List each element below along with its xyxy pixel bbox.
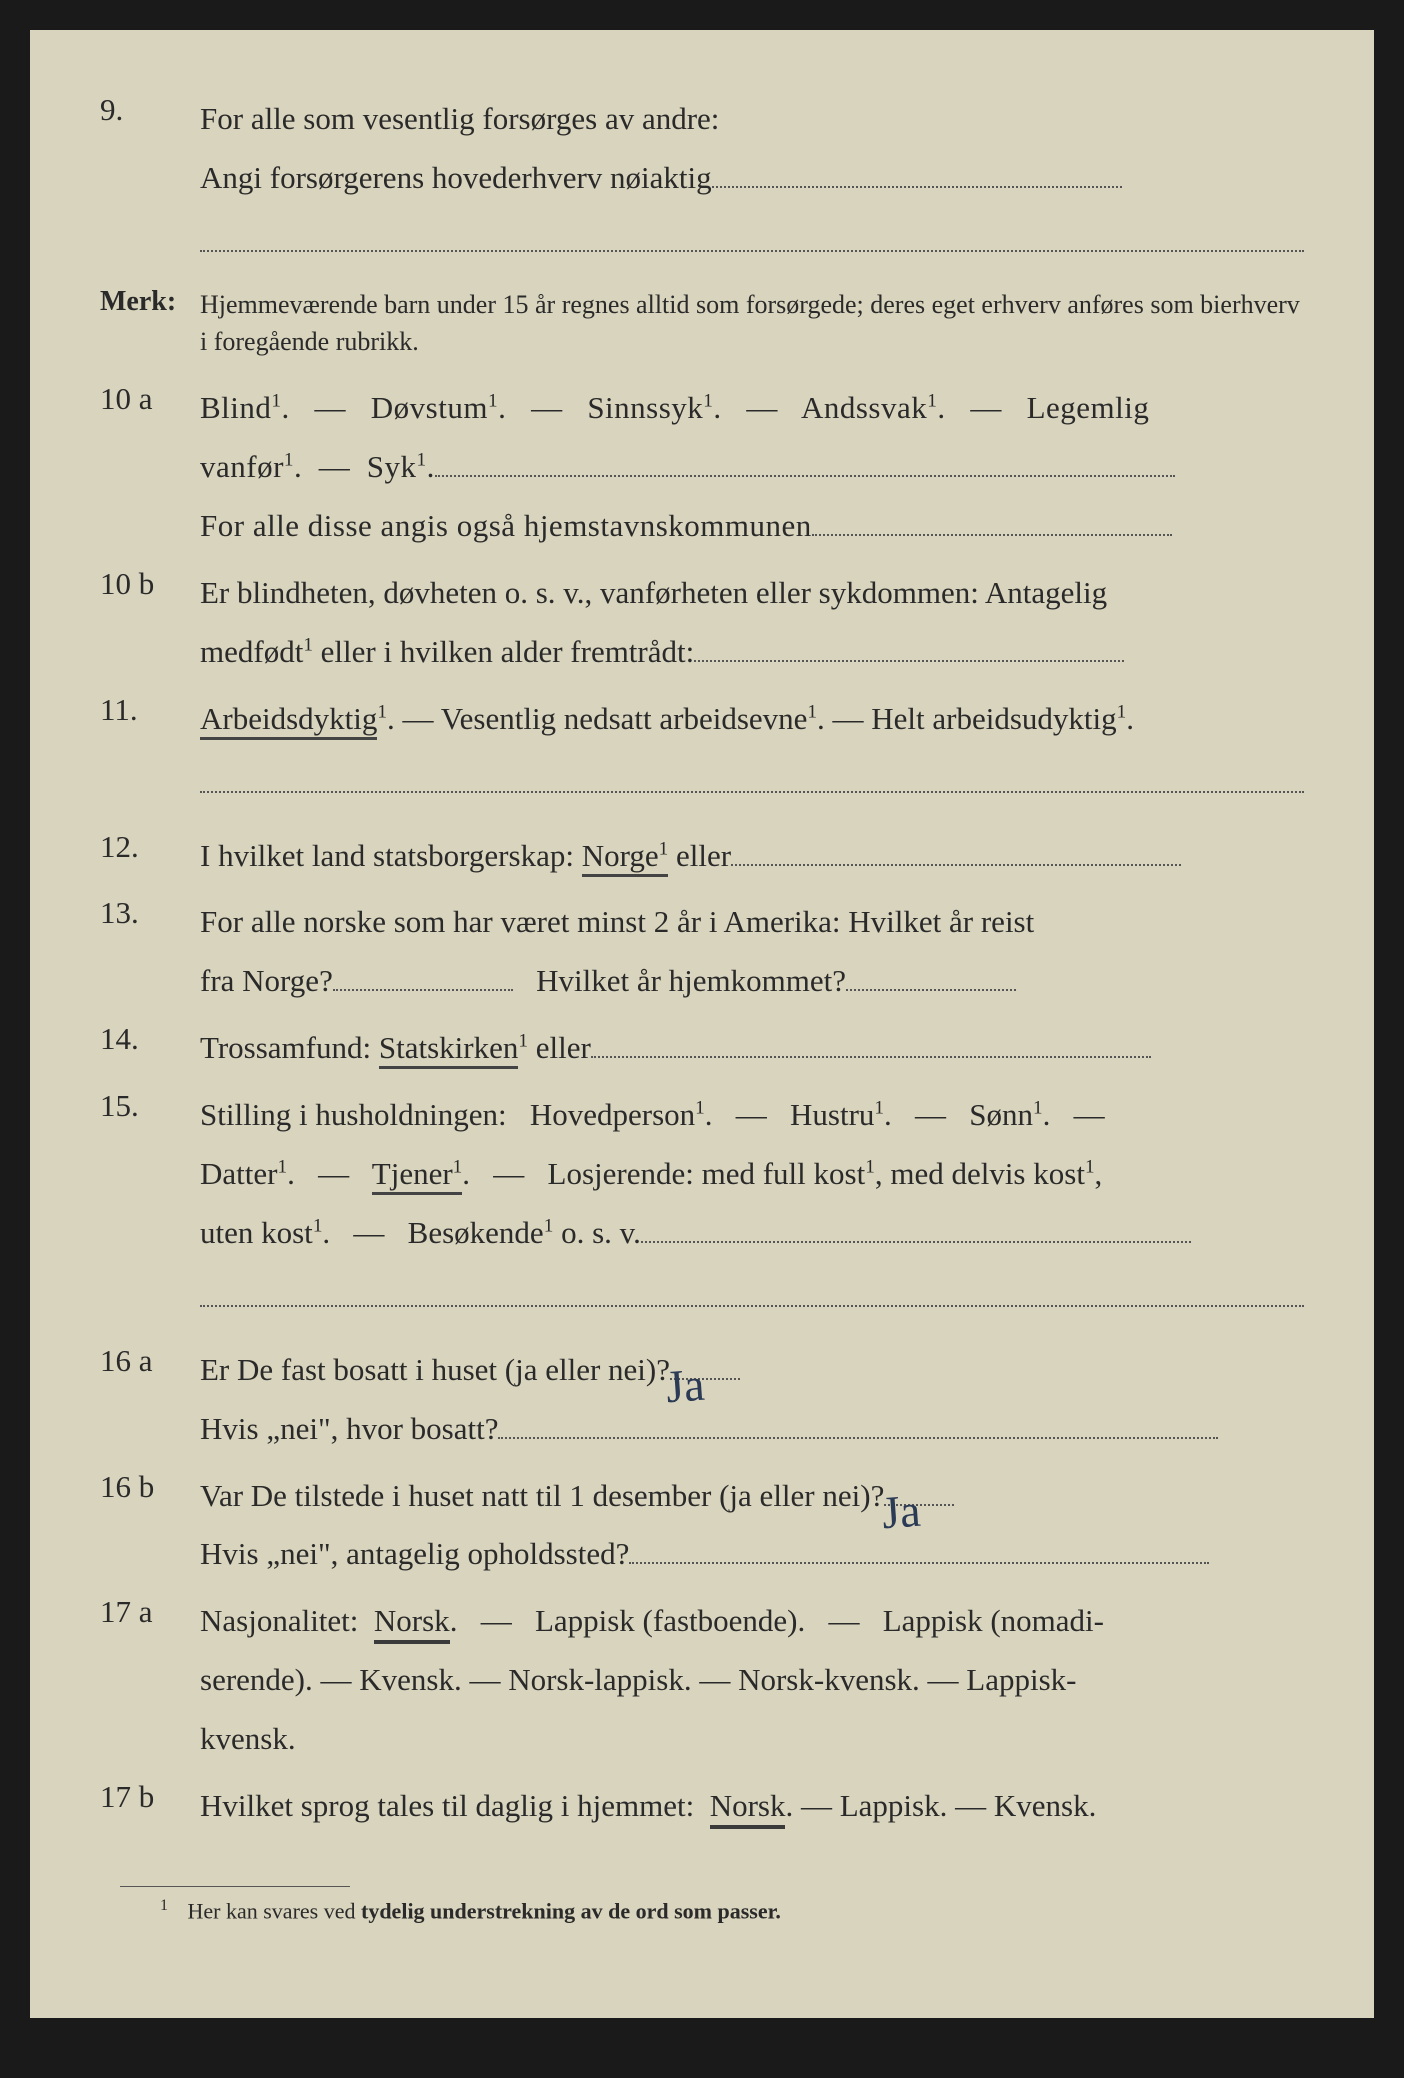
q14-text-b: eller xyxy=(536,1030,591,1065)
q17b-answer-norsk: Norsk xyxy=(710,1788,786,1829)
q13-hjemkommet: Hvilket år hjemkommet? xyxy=(536,963,846,998)
q12-text-a: I hvilket land statsborgerskap: xyxy=(200,838,582,873)
footnote-text-b: tydelig understrekning av de ord som pas… xyxy=(361,1898,781,1923)
q13-content: For alle norske som har været minst 2 år… xyxy=(200,893,1304,1011)
q17a-lappisk-nomad: Lappisk (nomadi- xyxy=(883,1603,1104,1638)
q15-delvis: med delvis kost1, xyxy=(890,1156,1102,1191)
q11-content: Arbeidsdyktig1. — Vesentlig nedsatt arbe… xyxy=(200,690,1304,749)
q17a-line3: kvensk. xyxy=(200,1721,296,1756)
q17a-content: Nasjonalitet: Norsk. — Lappisk (fastboen… xyxy=(200,1592,1304,1769)
census-form-page: 9. For alle som vesentlig forsørges av a… xyxy=(30,30,1374,2018)
question-16a: 16 a Er De fast bosatt i huset (ja eller… xyxy=(100,1341,1304,1459)
q17b-rest: — Lappisk. — Kvensk. xyxy=(793,1788,1096,1823)
q10a-vanfor: vanfør1. xyxy=(200,449,302,484)
q15-lead: Stilling i husholdningen: xyxy=(200,1097,507,1132)
q17b-content: Hvilket sprog tales til daglig i hjemmet… xyxy=(200,1777,1304,1836)
q10a-opt-sinnssyk: Sinnssyk1. xyxy=(587,390,721,425)
q10b-line1: Er blindheten, døvheten o. s. v., vanfør… xyxy=(200,575,1107,610)
q11-number: 11. xyxy=(100,690,200,728)
q10a-opt-blind: Blind1. xyxy=(200,390,290,425)
question-11: 11. Arbeidsdyktig1. — Vesentlig nedsatt … xyxy=(100,690,1304,749)
q10a-number: 10 a xyxy=(100,379,200,417)
q10a-syk: Syk1. xyxy=(367,449,435,484)
q12-content: I hvilket land statsborgerskap: Norge1 e… xyxy=(200,827,1304,886)
q14-answer-statskirken: Statskirken xyxy=(379,1030,519,1069)
q15-datter: Datter1. xyxy=(200,1156,295,1191)
q9-line1: For alle som vesentlig forsørges av andr… xyxy=(200,101,719,136)
question-17b: 17 b Hvilket sprog tales til daglig i hj… xyxy=(100,1777,1304,1836)
q10a-opt-dovstum: Døvstum1. xyxy=(371,390,507,425)
q11-blank-line xyxy=(200,763,1304,793)
question-13: 13. For alle norske som har været minst … xyxy=(100,893,1304,1011)
q10a-opt-legemlig: Legemlig xyxy=(1027,390,1150,425)
q15-blank-line xyxy=(200,1277,1304,1307)
q15-losjerende-full: Losjerende: med full kost1, xyxy=(548,1156,883,1191)
q10b-content: Er blindheten, døvheten o. s. v., vanfør… xyxy=(200,564,1304,682)
question-10a: 10 a Blind1. — Døvstum1. — Sinnssyk1. — … xyxy=(100,379,1304,556)
q15-besokende: Besøkende1 xyxy=(408,1215,554,1250)
question-14: 14. Trossamfund: Statskirken1 eller xyxy=(100,1019,1304,1078)
q9-content: For alle som vesentlig forsørges av andr… xyxy=(200,90,1304,208)
footnote-rule xyxy=(120,1886,350,1887)
q16a-line2: Hvis „nei", hvor bosatt? xyxy=(200,1411,498,1446)
footnote-text-a: Her kan svares ved xyxy=(188,1898,362,1923)
q15-osv: o. s. v. xyxy=(553,1215,641,1250)
q17a-answer-norsk: Norsk xyxy=(374,1603,450,1644)
question-17a: 17 a Nasjonalitet: Norsk. — Lappisk (fas… xyxy=(100,1592,1304,1769)
q9-blank-line xyxy=(200,222,1304,252)
q11-nedsatt: Vesentlig nedsatt arbeidsevne xyxy=(441,701,808,736)
q10a-line3: For alle disse angis også hjemstavnskomm… xyxy=(200,508,812,543)
q14-text-a: Trossamfund: xyxy=(200,1030,379,1065)
footnote-number: 1 xyxy=(160,1897,168,1914)
q10b-number: 10 b xyxy=(100,564,200,602)
q13-line1: For alle norske som har været minst 2 år… xyxy=(200,904,1034,939)
footnote: 1 Her kan svares ved tydelig understrekn… xyxy=(160,1897,1304,1924)
q12-text-b: eller xyxy=(676,838,731,873)
merk-text: Hjemmeværende barn under 15 år regnes al… xyxy=(200,286,1304,361)
q14-content: Trossamfund: Statskirken1 eller xyxy=(200,1019,1304,1078)
q9-number: 9. xyxy=(100,90,200,128)
q17a-lead: Nasjonalitet: xyxy=(200,1603,358,1638)
q17b-lead: Hvilket sprog tales til daglig i hjemmet… xyxy=(200,1788,694,1823)
q17a-line2: serende). — Kvensk. — Norsk-lappisk. — N… xyxy=(200,1662,1076,1697)
q12-number: 12. xyxy=(100,827,200,865)
q12-answer-norge: Norge1 xyxy=(582,838,669,877)
q17a-number: 17 a xyxy=(100,1592,200,1630)
q10a-content: Blind1. — Døvstum1. — Sinnssyk1. — Andss… xyxy=(200,379,1304,556)
q10b-line2b: eller i hvilken alder fremtrådt: xyxy=(313,634,694,669)
question-9: 9. For alle som vesentlig forsørges av a… xyxy=(100,90,1304,208)
q15-number: 15. xyxy=(100,1086,200,1124)
question-12: 12. I hvilket land statsborgerskap: Norg… xyxy=(100,827,1304,886)
q11-udyktig: Helt arbeidsudyktig xyxy=(871,701,1116,736)
q17b-number: 17 b xyxy=(100,1777,200,1815)
q16a-content: Er De fast bosatt i huset (ja eller nei)… xyxy=(200,1341,1304,1459)
merk-note: Merk: Hjemmeværende barn under 15 år reg… xyxy=(100,286,1304,361)
q15-content: Stilling i husholdningen: Hovedperson1. … xyxy=(200,1086,1304,1263)
q13-fra-norge: fra Norge? xyxy=(200,963,333,998)
q16b-line1: Var De tilstede i huset natt til 1 desem… xyxy=(200,1478,884,1513)
q10a-opt-andssvak: Andssvak1. xyxy=(801,390,946,425)
q16a-handwritten-ja: Ja xyxy=(663,1341,707,1431)
q13-number: 13. xyxy=(100,893,200,931)
q15-sonn: Sønn1. xyxy=(969,1097,1050,1132)
q11-arbeidsdyktig: Arbeidsdyktig xyxy=(200,701,377,740)
q16b-line2: Hvis „nei", antagelig opholdssted? xyxy=(200,1536,629,1571)
q16b-number: 16 b xyxy=(100,1467,200,1505)
q15-hustru: Hustru1. xyxy=(790,1097,892,1132)
q16b-content: Var De tilstede i huset natt til 1 desem… xyxy=(200,1467,1304,1585)
q15-hovedperson: Hovedperson1. xyxy=(530,1097,713,1132)
q14-number: 14. xyxy=(100,1019,200,1057)
q16a-number: 16 a xyxy=(100,1341,200,1379)
q17a-lappisk-fast: Lappisk (fastboende). xyxy=(535,1603,805,1638)
q15-tjener: Tjener1 xyxy=(372,1156,463,1195)
q16b-handwritten-ja: Ja xyxy=(879,1466,923,1556)
question-10b: 10 b Er blindheten, døvheten o. s. v., v… xyxy=(100,564,1304,682)
merk-label: Merk: xyxy=(100,286,200,318)
q9-line2: Angi forsørgerens hovederhverv nøiaktig xyxy=(200,160,712,195)
question-16b: 16 b Var De tilstede i huset natt til 1 … xyxy=(100,1467,1304,1585)
q10b-medfodt: medfødt1 xyxy=(200,634,313,669)
q16a-line1: Er De fast bosatt i huset (ja eller nei)… xyxy=(200,1352,670,1387)
question-15: 15. Stilling i husholdningen: Hovedperso… xyxy=(100,1086,1304,1263)
q15-uten: uten kost1. xyxy=(200,1215,330,1250)
